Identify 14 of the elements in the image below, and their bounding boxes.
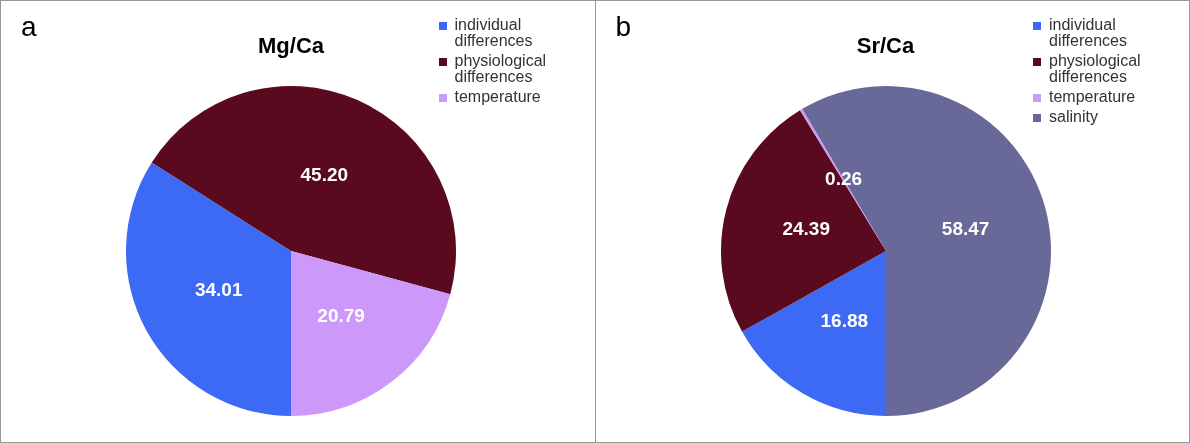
- legend-label: temperature: [454, 88, 541, 105]
- legend-label: salinity: [1049, 108, 1098, 125]
- data-label: 45.20: [300, 163, 349, 185]
- data-label: 0.26: [824, 168, 862, 190]
- data-label: 34.01: [194, 278, 243, 300]
- data-label: 20.79: [317, 304, 365, 326]
- data-label: 58.47: [941, 217, 989, 239]
- text: Sr/Ca: [855, 33, 916, 59]
- text: Mg/Ca: [257, 33, 325, 59]
- text: b: [615, 11, 632, 43]
- data-label: 24.39: [781, 218, 830, 240]
- text: a: [21, 11, 37, 43]
- legend-label: temperature: [1049, 88, 1136, 105]
- data-label: 16.88: [820, 310, 868, 332]
